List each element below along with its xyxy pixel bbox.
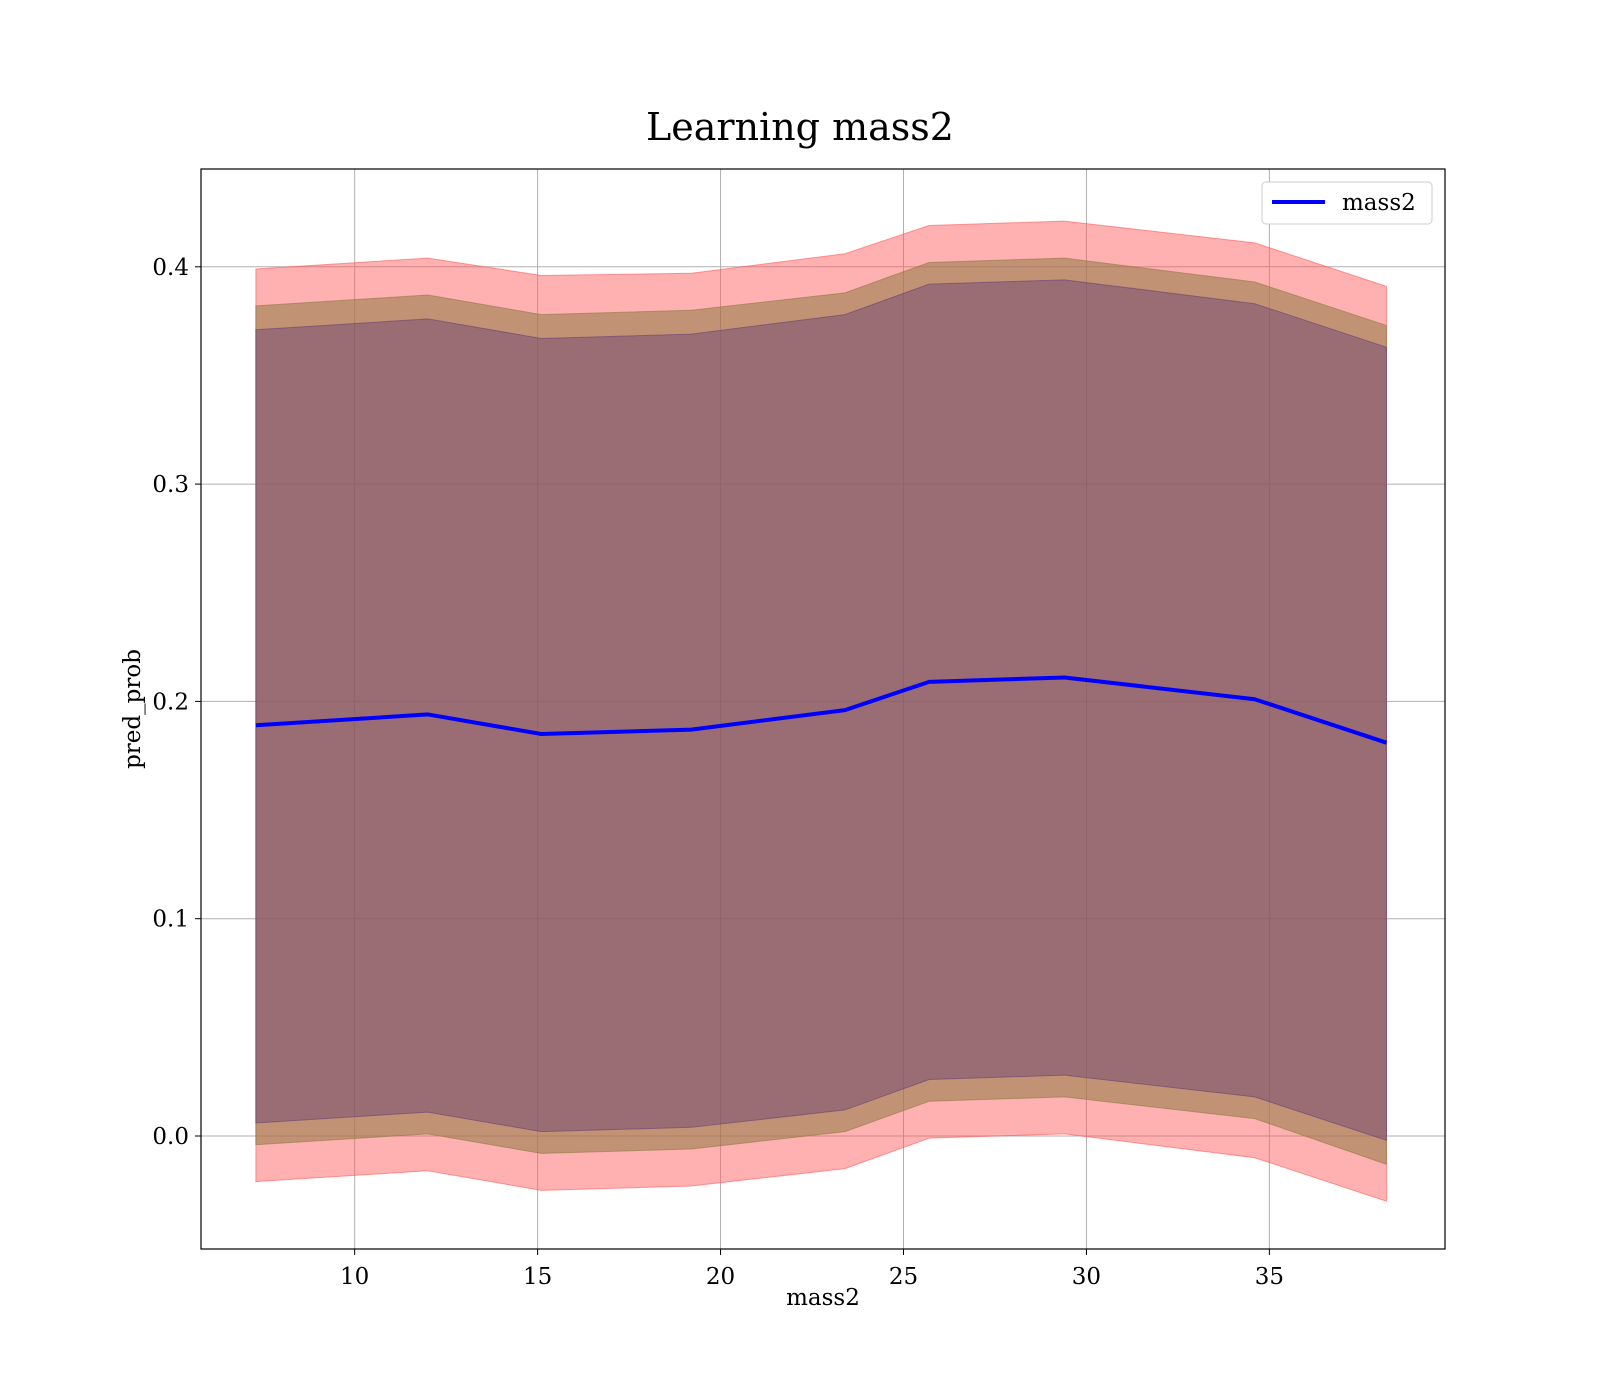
legend-box: [1261, 181, 1433, 225]
plot-area: [200, 168, 1446, 1250]
series-line-mass2: [255, 675, 1388, 745]
legend-label-mass2: mass2: [1342, 190, 1416, 216]
chart-title: Learning mass2: [646, 105, 954, 149]
x-axis-ticks: 10 15 20 25 30 35: [340, 1249, 1284, 1290]
x-tick-label: 20: [706, 1264, 735, 1290]
y-tick-label: 0.4: [152, 255, 189, 281]
y-axis-ticks: 0.0 0.1 0.2 0.3 0.4: [152, 255, 201, 1150]
x-tick-label: 35: [1255, 1264, 1284, 1290]
x-tick-label: 25: [889, 1264, 918, 1290]
x-tick-label: 30: [1072, 1264, 1101, 1290]
x-tick-label: 10: [340, 1264, 369, 1290]
plot-frame: [200, 168, 1446, 1250]
y-tick-label: 0.2: [152, 689, 189, 715]
x-tick-label: 15: [523, 1264, 552, 1290]
y-tick-label: 0.3: [152, 472, 189, 498]
y-tick-label: 0.1: [152, 907, 189, 933]
y-axis-label: pred_prob: [120, 649, 146, 769]
y-tick-label: 0.0: [152, 1124, 189, 1150]
legend: mass2: [1261, 181, 1433, 225]
series-lines: [255, 675, 1388, 745]
x-axis-label: mass2: [786, 1285, 860, 1311]
confidence-band-3: [255, 279, 1387, 1142]
